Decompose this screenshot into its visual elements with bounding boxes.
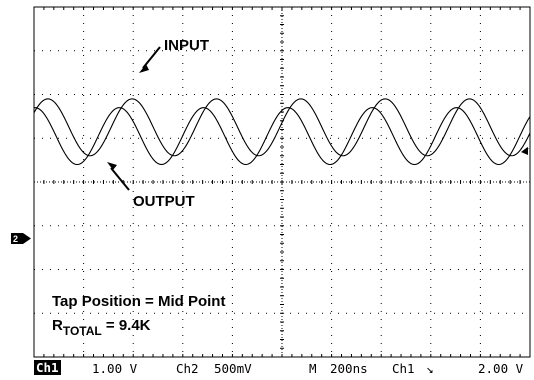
rtotal-annotation: RTOTAL = 9.4K bbox=[52, 317, 151, 338]
ch2-label: Ch2 bbox=[176, 361, 199, 376]
timebase-value: 200ns bbox=[330, 361, 368, 376]
trigger-level: 2.00 V bbox=[478, 361, 524, 376]
output-label: OUTPUT bbox=[133, 193, 195, 210]
status-bar: Ch1 1.00 V Ch2 500mV M 200ns Ch1 ↘ 2.00 … bbox=[34, 359, 530, 377]
tap-position-annotation: Tap Position = Mid Point bbox=[52, 293, 225, 310]
ch2-scale: 500mV bbox=[214, 361, 252, 376]
output-arrow-shaft bbox=[110, 167, 130, 191]
trace-output bbox=[33, 98, 531, 157]
ch2-reference-marker: 2 bbox=[11, 231, 31, 244]
input-label: INPUT bbox=[164, 37, 209, 54]
ch1-label: Ch1 bbox=[34, 360, 61, 375]
waveform-traces bbox=[33, 98, 531, 166]
graticule-grid bbox=[33, 6, 531, 358]
trigger-slope-icon: ↘ bbox=[426, 361, 434, 376]
output-arrow-head bbox=[107, 162, 117, 170]
ch1-scale: 1.00 V bbox=[92, 361, 138, 376]
edge-arrow-head bbox=[521, 147, 528, 155]
rtotal-subscript: TOTAL bbox=[63, 324, 102, 338]
rtotal-value: = 9.4K bbox=[102, 317, 151, 334]
rtotal-prefix: R bbox=[52, 317, 63, 334]
input-arrow-head bbox=[139, 64, 149, 73]
trace-input bbox=[33, 107, 531, 166]
ref-marker-number: 2 bbox=[13, 234, 18, 244]
annotation-arrows bbox=[107, 46, 529, 191]
timebase-label: M bbox=[309, 361, 317, 376]
trigger-source: Ch1 bbox=[392, 361, 415, 376]
ref-marker-shape: 2 bbox=[11, 233, 31, 244]
